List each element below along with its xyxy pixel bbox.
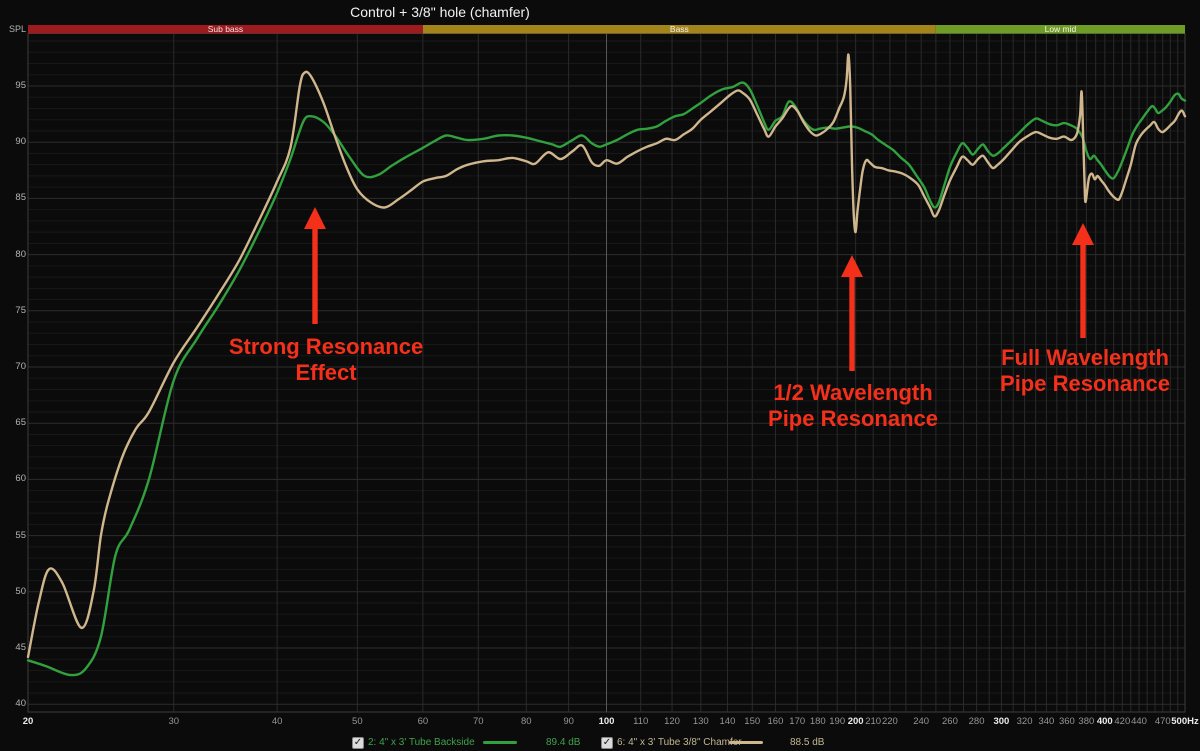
frequency-band-strip — [28, 25, 1185, 34]
arrow-shaft-0 — [312, 225, 318, 324]
legend-checkbox-1[interactable]: ✓ — [601, 737, 613, 749]
band-label-sub-bass: Sub bass — [207, 24, 244, 34]
y-tick-label: 80 — [15, 248, 26, 260]
x-tick-label: 90 — [563, 716, 574, 727]
x-tick-label: 240 — [913, 716, 930, 727]
y-tick-label: 60 — [15, 473, 26, 485]
x-tick-label: 420 — [1114, 716, 1131, 727]
x-tick-label: 280 — [968, 716, 985, 727]
annotation-text-0: Strong Resonance Effect — [229, 334, 423, 386]
trace-1 — [26, 53, 1187, 659]
annotation-line: Effect — [295, 360, 357, 385]
x-tick-label: 470 — [1154, 716, 1171, 727]
arrow-shaft-2 — [1080, 241, 1086, 338]
y-tick-label: 55 — [15, 529, 26, 541]
grid-major — [27, 33, 1186, 712]
trace-0 — [26, 81, 1187, 677]
y-tick-label: 75 — [15, 304, 26, 316]
band-label-low-mid: Low mid — [1044, 24, 1077, 34]
y-tick-label: 85 — [15, 192, 26, 204]
x-tick-label: 150 — [744, 716, 761, 727]
band-low-mid — [935, 25, 1185, 34]
annotation-arrows — [304, 207, 1094, 371]
annotation-text-2: Full Wavelength Pipe Resonance — [1000, 345, 1170, 397]
x-tick-label: 300 — [993, 716, 1010, 727]
page-title: Control + 3/8" hole (chamfer) — [350, 4, 530, 20]
y-tick-label: 50 — [15, 585, 26, 597]
x-tick-label: 100 — [598, 716, 615, 727]
x-tick-label: 140 — [719, 716, 736, 727]
x-tick-label: 20 — [22, 716, 34, 727]
x-tick-label: 210 — [865, 716, 882, 727]
band-bass — [422, 25, 936, 34]
annotation-text-1: 1/2 Wavelength Pipe Resonance — [768, 380, 938, 432]
legend-label-0[interactable]: 2: 4" x 3' Tube Backside — [368, 737, 475, 748]
y-tick-label: 65 — [15, 417, 26, 429]
x-tick-label: 340 — [1038, 716, 1055, 727]
x-tick-label: 160 — [767, 716, 784, 727]
measurement-traces — [26, 53, 1187, 677]
x-tick-label: 190 — [829, 716, 846, 727]
y-tick-label: 70 — [15, 361, 26, 372]
arrow-shaft-1 — [849, 273, 855, 371]
x-tick-label: 200 — [847, 716, 864, 727]
x-tick-label: 110 — [633, 716, 649, 727]
x-tick-label: 400 — [1096, 716, 1113, 727]
annotation-line: Pipe Resonance — [1000, 371, 1170, 396]
x-tick-label: 50 — [352, 716, 363, 727]
annotation-line: Pipe Resonance — [768, 406, 938, 431]
legend-checkbox-0[interactable]: ✓ — [352, 737, 364, 749]
x-tick-label: 440 — [1131, 716, 1147, 727]
x-tick-label: 380 — [1078, 716, 1095, 727]
x-tick-label: 260 — [942, 716, 958, 727]
annotation-line: Strong Resonance — [228, 334, 424, 359]
legend-value-0: 89.4 dB — [546, 737, 581, 748]
arrow-head-icon — [841, 255, 863, 277]
legend-swatch-1 — [729, 741, 763, 744]
x-tick-label: 500Hz — [1171, 716, 1199, 727]
legend-value-1: 88.5 dB — [790, 737, 825, 748]
legend-label-1[interactable]: 6: 4" x 3' Tube 3/8" Chamfer — [617, 737, 742, 748]
x-tick-label: 60 — [417, 716, 429, 727]
x-tick-label: 130 — [692, 716, 709, 727]
y-tick-label: 95 — [15, 80, 26, 91]
y-axis-unit-label: SPL — [8, 24, 26, 34]
x-tick-label: 220 — [881, 716, 898, 727]
x-tick-label: 70 — [472, 716, 484, 727]
x-tick-label: 180 — [809, 716, 826, 727]
y-tick-label: 40 — [15, 698, 26, 710]
x-tick-label: 360 — [1058, 716, 1075, 727]
x-tick-label: 40 — [271, 716, 283, 727]
x-tick-label: 170 — [789, 716, 806, 727]
x-tick-label: 30 — [168, 716, 180, 727]
band-label-bass: Bass — [669, 24, 689, 34]
annotation-line: Full Wavelength — [1001, 345, 1169, 370]
x-tick-label: 80 — [520, 716, 532, 727]
y-tick-label: 45 — [15, 642, 26, 653]
annotation-line: 1/2 Wavelength — [773, 380, 933, 405]
x-tick-label: 120 — [664, 716, 680, 727]
arrow-head-icon — [1072, 223, 1094, 245]
y-tick-label: 90 — [15, 136, 26, 148]
arrow-head-icon — [304, 207, 326, 229]
x-tick-label: 320 — [1016, 716, 1033, 727]
band-sub-bass — [28, 25, 423, 34]
legend-swatch-0 — [483, 741, 517, 744]
